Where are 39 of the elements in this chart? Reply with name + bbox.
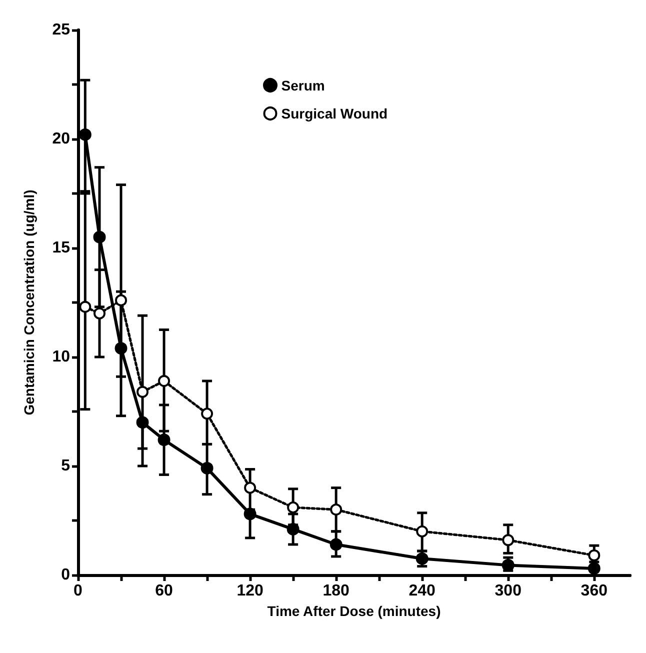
- x-tick-label: 120: [236, 582, 264, 600]
- y-tick-label: 20: [52, 130, 70, 148]
- point: [200, 462, 214, 474]
- point: [136, 386, 149, 398]
- y-tick-label: 5: [61, 458, 70, 474]
- legend-label: Serum: [281, 77, 325, 94]
- y-tick-label: 10: [52, 348, 70, 366]
- point: [115, 294, 128, 306]
- x-tick-label: 60: [155, 582, 174, 600]
- legend-label: Surgical Wound: [281, 106, 388, 122]
- point: [588, 549, 600, 562]
- y-tick-label: 0: [61, 566, 70, 584]
- x-axis-title: Time After Dose (minutes): [267, 602, 441, 619]
- point: [158, 434, 170, 446]
- point: [158, 374, 170, 387]
- point: [416, 525, 428, 538]
- point: [114, 342, 128, 355]
- x-tick-label: 180: [322, 582, 350, 600]
- point: [79, 300, 92, 313]
- y-tick-label: 15: [52, 240, 70, 256]
- point: [330, 504, 342, 516]
- point: [588, 562, 600, 575]
- point: [287, 501, 300, 514]
- point: [286, 522, 300, 536]
- point: [244, 508, 256, 520]
- point: [502, 534, 514, 546]
- point: [93, 230, 106, 244]
- x-tick-label: 300: [494, 582, 522, 600]
- point: [94, 307, 106, 320]
- x-tick-label: 360: [580, 582, 608, 600]
- y-tick-label: 25: [52, 22, 70, 38]
- point: [330, 538, 342, 551]
- y-axis-title: Gentamicin Concentration (ug/ml): [21, 190, 37, 416]
- point: [244, 482, 256, 494]
- point: [201, 408, 214, 420]
- x-tick-label: 0: [74, 582, 83, 600]
- point: [136, 416, 149, 429]
- point: [78, 128, 92, 141]
- x-tick-label: 240: [408, 582, 436, 600]
